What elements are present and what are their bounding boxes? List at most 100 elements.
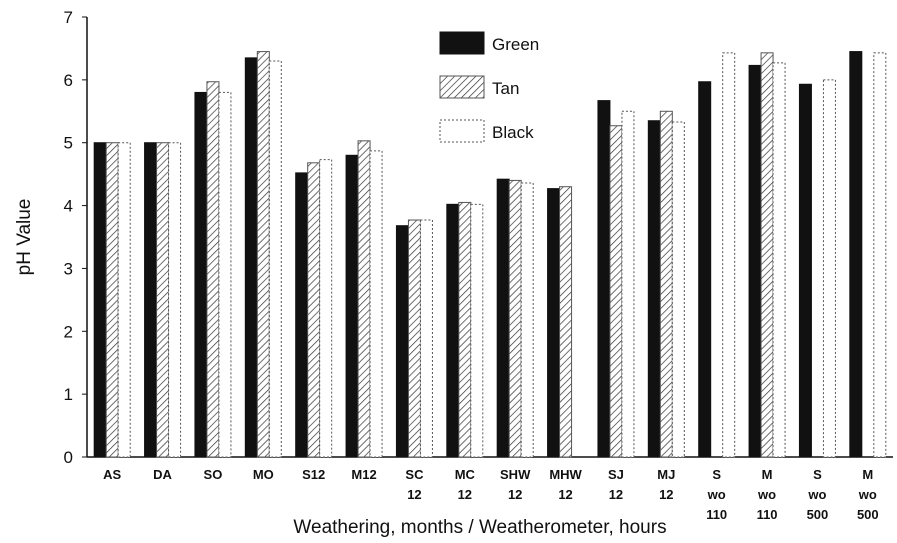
bar xyxy=(156,142,170,458)
bar xyxy=(194,91,208,458)
x-tick-label-line: wo xyxy=(757,487,776,502)
bar xyxy=(748,64,762,458)
x-tick-label-line: 12 xyxy=(458,487,472,502)
y-tick-label: 1 xyxy=(64,385,73,404)
x-tick-label-line: DA xyxy=(153,467,172,482)
bar xyxy=(621,110,635,458)
x-tick-label: SHW 12 xyxy=(500,467,531,502)
bar xyxy=(446,203,460,458)
x-tick-label-line: 12 xyxy=(659,487,673,502)
bar xyxy=(144,142,158,458)
y-tick-label: 7 xyxy=(64,8,73,27)
bar xyxy=(419,219,433,458)
x-tick-label: M12 xyxy=(351,467,376,482)
bar xyxy=(168,142,182,458)
x-tick-label-line: 12 xyxy=(558,487,572,502)
bar xyxy=(508,179,522,458)
bar xyxy=(357,140,371,458)
x-tick-label: MC 12 xyxy=(455,467,476,502)
x-tick-label: SO xyxy=(204,467,223,482)
x-tick-label: SC 12 xyxy=(405,467,424,502)
bar xyxy=(647,120,661,458)
x-tick-label: MJ 12 xyxy=(657,467,675,502)
y-tick-label: 3 xyxy=(64,259,73,278)
bar xyxy=(470,203,484,458)
y-axis-label: pH Value xyxy=(14,199,35,276)
legend-swatch xyxy=(439,119,485,143)
x-tick-label-line: M12 xyxy=(351,467,376,482)
x-tick-label-line: MJ xyxy=(657,467,675,482)
bar xyxy=(105,142,119,458)
x-tick-label-line: MC xyxy=(455,467,476,482)
x-axis-label: Weathering, months / Weatherometer, hour… xyxy=(293,517,666,538)
bar xyxy=(218,91,232,458)
x-tick-label-line: wo xyxy=(858,487,877,502)
legend-label: Green xyxy=(492,35,539,54)
x-tick-label-line: 500 xyxy=(807,507,829,522)
x-tick-label-line: 12 xyxy=(508,487,522,502)
x-tick-label-line: SHW xyxy=(500,467,531,482)
x-tick-label-line: S xyxy=(712,467,721,482)
legend-label: Black xyxy=(492,123,534,142)
bar xyxy=(722,52,736,458)
x-tick-label-line: S12 xyxy=(302,467,325,482)
legend-swatch xyxy=(439,31,485,55)
bar xyxy=(244,57,258,458)
x-tick-label-line: M xyxy=(762,467,773,482)
x-tick-label: S12 xyxy=(302,467,325,482)
bar xyxy=(395,225,409,458)
bar xyxy=(345,154,359,458)
x-tick-label-line: MHW xyxy=(549,467,582,482)
bar xyxy=(798,83,812,458)
x-tick-label-line: 110 xyxy=(757,507,778,522)
y-tick-label: 2 xyxy=(64,322,73,341)
x-tick-label: MO xyxy=(253,467,274,482)
bar xyxy=(307,162,321,458)
bar xyxy=(659,110,673,458)
bar xyxy=(671,121,685,458)
bar xyxy=(597,100,611,458)
bar xyxy=(407,219,421,458)
x-tick-label-line: 110 xyxy=(706,507,727,522)
bar xyxy=(547,188,561,458)
legend-label: Tan xyxy=(492,79,519,98)
bar xyxy=(822,79,836,458)
bar xyxy=(559,186,573,458)
x-tick-label-line: wo xyxy=(807,487,826,502)
bar xyxy=(496,178,510,458)
y-tick-label: 5 xyxy=(64,134,73,153)
x-tick-label: AS xyxy=(103,467,121,482)
x-tick-label-line: SC xyxy=(405,467,424,482)
bar xyxy=(849,51,863,458)
x-tick-label-line: MO xyxy=(253,467,274,482)
legend-swatch xyxy=(439,75,485,99)
x-tick-label-line: 12 xyxy=(407,487,421,502)
x-tick-label-line: wo xyxy=(707,487,726,502)
bar xyxy=(698,81,712,458)
bar xyxy=(520,182,534,458)
x-tick-label-line: SO xyxy=(204,467,223,482)
x-tick-label-line: SJ xyxy=(608,467,624,482)
x-tick-label-line: 12 xyxy=(609,487,623,502)
bar xyxy=(772,62,786,458)
y-tick-label: 0 xyxy=(64,448,73,467)
bar xyxy=(873,52,887,458)
bar xyxy=(458,201,472,458)
bar xyxy=(93,142,107,458)
bar xyxy=(295,172,309,458)
bar xyxy=(319,159,333,458)
x-tick-label: SJ 12 xyxy=(608,467,624,502)
bar xyxy=(369,150,383,458)
bar xyxy=(609,125,623,458)
bar xyxy=(117,142,131,458)
bar xyxy=(206,81,220,458)
x-tick-label-line: M xyxy=(862,467,873,482)
x-tick-label-line: S xyxy=(813,467,822,482)
x-tick-label: DA xyxy=(153,467,172,482)
x-tick-label: MHW 12 xyxy=(549,467,582,502)
x-tick-label-line: 500 xyxy=(857,507,879,522)
